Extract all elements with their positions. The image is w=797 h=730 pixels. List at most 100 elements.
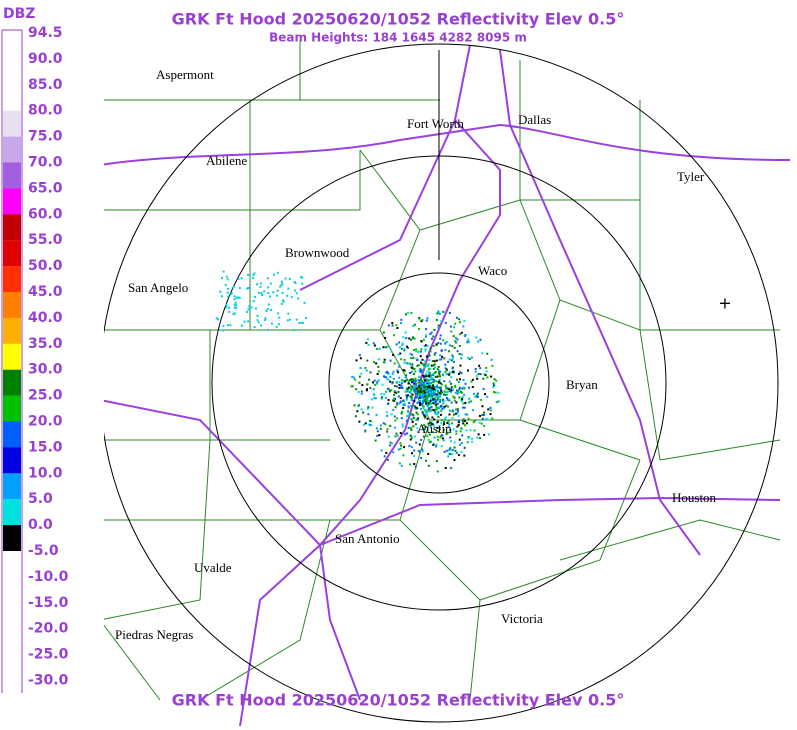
echo [464,382,467,385]
echo [410,311,413,314]
echo [373,379,376,382]
echo [403,348,406,351]
echo [428,391,431,394]
echo [360,390,363,393]
echo [413,387,416,390]
echo [454,399,457,402]
echo [405,374,408,377]
echo [395,343,398,346]
echo [247,286,250,289]
echo [451,408,454,411]
echo [493,378,496,381]
echo [458,391,461,394]
echo [447,455,450,458]
echo [398,376,401,379]
echo [438,381,441,384]
echo [350,385,353,388]
echo [494,391,497,394]
echo [293,281,296,284]
echo [409,463,412,466]
echo [425,355,428,358]
echo [232,285,235,288]
echo [485,370,488,373]
legend-label: 15.0 [28,439,63,455]
echo [411,413,414,416]
echo [387,373,390,376]
echo [225,304,228,307]
echo [444,371,447,374]
echo [452,428,455,431]
echo [394,390,397,393]
echo [468,401,471,404]
echo [389,444,392,447]
echo [436,384,439,387]
echo [410,356,413,359]
echo [463,406,466,409]
echo [217,318,220,321]
echo [360,372,363,375]
echo [468,357,471,360]
echo [433,360,436,363]
echo [414,408,417,411]
echo [444,342,447,345]
echo [234,301,237,304]
echo [405,379,408,382]
echo [281,291,284,294]
echo [372,381,375,384]
echo [410,396,413,399]
echo [408,414,411,417]
echo [427,379,430,382]
echo [399,397,402,400]
echo [247,308,250,311]
echo [263,290,266,293]
echo [474,370,477,373]
echo [495,401,498,404]
echo [399,442,402,445]
echo [438,373,441,376]
echo [423,366,426,369]
echo [252,273,255,276]
echo [418,370,421,373]
echo [374,397,377,400]
echo [456,425,459,428]
echo [407,382,410,385]
echo [461,387,464,390]
echo [420,320,423,323]
echo [478,437,481,440]
echo [300,276,303,279]
echo [426,435,429,438]
echo [395,432,398,435]
echo [446,398,449,401]
echo [417,396,420,399]
echo [247,320,250,323]
echo [406,396,409,399]
echo [421,370,424,373]
echo [453,384,456,387]
echo [437,312,440,315]
echo [395,381,398,384]
echo [474,367,477,370]
echo [476,436,479,439]
echo [418,375,421,378]
echo [483,413,486,416]
echo [397,353,400,356]
legend-label: 85.0 [28,77,63,93]
echo [445,373,448,376]
echo [447,425,450,428]
echo [465,429,468,432]
echo [280,280,283,283]
echo [438,398,441,401]
echo [407,405,410,408]
echo [423,414,426,417]
echo [260,291,263,294]
echo [390,413,393,416]
legend-label: 0.0 [28,517,53,533]
echo [427,438,430,441]
echo [415,411,418,414]
echo [432,381,435,384]
legend-swatch [3,369,21,396]
echo [450,375,453,378]
echo [485,417,488,420]
echo [426,380,429,383]
echo [386,378,389,381]
